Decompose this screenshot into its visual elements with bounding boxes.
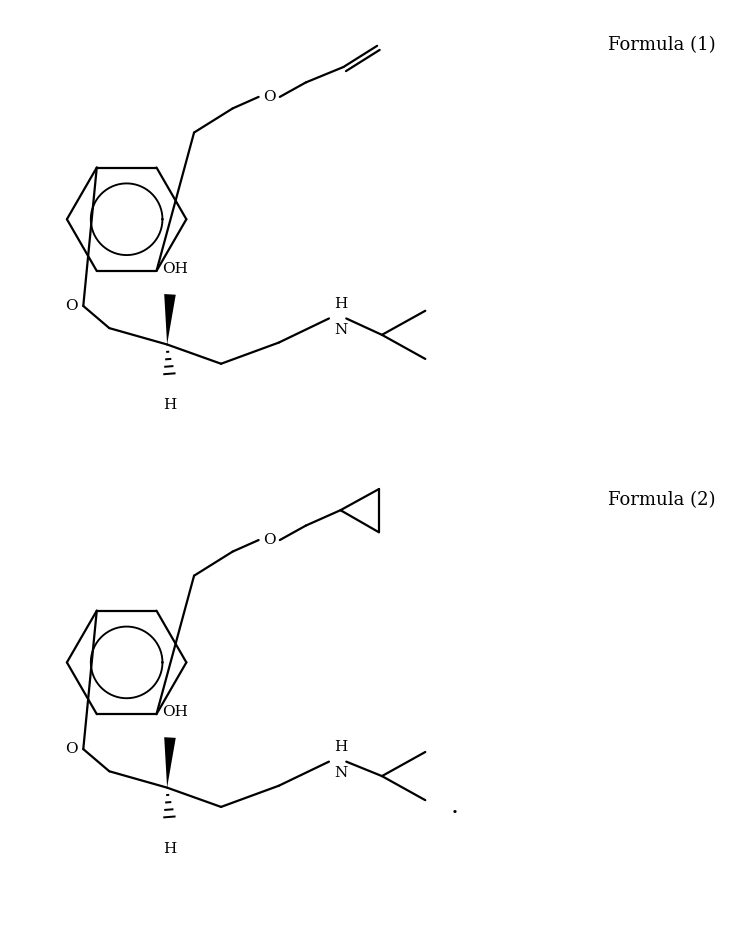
Text: H: H [163,399,177,413]
Polygon shape [164,737,176,788]
Text: .: . [450,796,459,819]
Text: H: H [333,740,347,754]
Text: OH: OH [162,705,188,720]
Text: O: O [66,742,78,756]
Text: H: H [333,297,347,311]
Text: N: N [333,767,347,781]
Text: H: H [163,842,177,856]
Text: O: O [263,90,275,104]
Text: O: O [66,299,78,313]
Text: N: N [333,324,347,338]
Text: O: O [263,533,275,547]
Text: OH: OH [162,262,188,276]
Text: Formula (1): Formula (1) [609,36,716,55]
Polygon shape [164,294,176,344]
Text: Formula (2): Formula (2) [609,491,716,509]
